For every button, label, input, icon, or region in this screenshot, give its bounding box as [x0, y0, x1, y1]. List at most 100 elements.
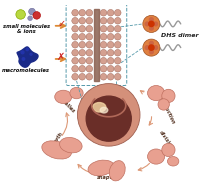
Circle shape	[100, 57, 107, 64]
Circle shape	[114, 50, 121, 56]
Ellipse shape	[148, 85, 165, 101]
Circle shape	[114, 9, 121, 16]
Ellipse shape	[109, 161, 125, 181]
Text: & ions: & ions	[17, 29, 36, 34]
Circle shape	[86, 41, 93, 48]
Circle shape	[72, 74, 78, 80]
Circle shape	[114, 57, 121, 64]
Circle shape	[77, 84, 140, 146]
Circle shape	[72, 65, 78, 72]
Polygon shape	[94, 9, 99, 81]
Circle shape	[107, 9, 114, 16]
Circle shape	[86, 50, 93, 56]
Circle shape	[114, 33, 121, 40]
Circle shape	[107, 17, 114, 24]
Circle shape	[79, 9, 85, 16]
Text: ✓: ✓	[57, 19, 66, 29]
Circle shape	[149, 21, 154, 27]
Circle shape	[72, 26, 78, 32]
Circle shape	[72, 33, 78, 40]
Circle shape	[149, 41, 153, 45]
Circle shape	[79, 17, 85, 24]
Circle shape	[107, 57, 114, 64]
Circle shape	[149, 18, 153, 22]
Ellipse shape	[55, 90, 72, 104]
Circle shape	[21, 51, 24, 54]
Circle shape	[72, 50, 78, 56]
Circle shape	[86, 33, 93, 40]
Circle shape	[28, 16, 32, 21]
Circle shape	[107, 41, 114, 48]
Circle shape	[86, 74, 93, 80]
Circle shape	[143, 15, 160, 33]
Circle shape	[145, 46, 149, 50]
Circle shape	[86, 65, 93, 72]
Text: DHS dimer: DHS dimer	[161, 33, 199, 38]
Circle shape	[86, 17, 93, 24]
Circle shape	[100, 74, 107, 80]
Text: micelles: micelles	[56, 94, 76, 114]
Ellipse shape	[162, 89, 175, 103]
Circle shape	[107, 74, 114, 80]
Circle shape	[100, 17, 107, 24]
Circle shape	[114, 65, 121, 72]
Circle shape	[86, 57, 93, 64]
Ellipse shape	[60, 137, 82, 153]
Circle shape	[100, 33, 107, 40]
Circle shape	[72, 41, 78, 48]
Text: macromolecules: macromolecules	[2, 68, 50, 74]
Text: small molecules: small molecules	[3, 24, 50, 29]
Circle shape	[114, 41, 121, 48]
Circle shape	[114, 74, 121, 80]
Circle shape	[107, 50, 114, 56]
Text: shape: shape	[98, 175, 114, 180]
Circle shape	[107, 33, 114, 40]
Circle shape	[79, 65, 85, 72]
Circle shape	[149, 26, 153, 30]
Circle shape	[145, 22, 149, 26]
Text: growth: growth	[49, 131, 64, 150]
Circle shape	[107, 65, 114, 72]
Circle shape	[26, 48, 28, 51]
Circle shape	[86, 26, 93, 32]
Circle shape	[143, 39, 160, 56]
Circle shape	[33, 12, 40, 19]
Circle shape	[149, 50, 153, 54]
Text: division: division	[158, 130, 175, 151]
Circle shape	[29, 8, 35, 15]
Circle shape	[100, 65, 107, 72]
Circle shape	[79, 41, 85, 48]
Circle shape	[16, 10, 25, 19]
Polygon shape	[17, 47, 38, 67]
Text: reproduction: reproduction	[156, 90, 176, 125]
Circle shape	[100, 26, 107, 32]
Text: ✗: ✗	[57, 52, 66, 62]
Circle shape	[100, 50, 107, 56]
Ellipse shape	[167, 156, 179, 166]
Ellipse shape	[88, 160, 114, 176]
Circle shape	[100, 9, 107, 16]
Circle shape	[149, 45, 154, 50]
Circle shape	[154, 46, 158, 50]
Circle shape	[72, 17, 78, 24]
Circle shape	[79, 26, 85, 32]
Circle shape	[79, 50, 85, 56]
Circle shape	[79, 33, 85, 40]
Circle shape	[72, 9, 78, 16]
Circle shape	[30, 53, 32, 55]
Ellipse shape	[93, 103, 106, 112]
Ellipse shape	[70, 87, 83, 99]
Circle shape	[86, 96, 131, 141]
Circle shape	[114, 17, 121, 24]
Circle shape	[79, 74, 85, 80]
Circle shape	[114, 26, 121, 32]
Circle shape	[154, 22, 158, 26]
Ellipse shape	[42, 141, 71, 159]
Ellipse shape	[158, 99, 169, 110]
Circle shape	[72, 57, 78, 64]
Circle shape	[86, 9, 93, 16]
Circle shape	[22, 58, 25, 60]
Ellipse shape	[100, 107, 108, 113]
Circle shape	[100, 41, 107, 48]
Circle shape	[107, 26, 114, 32]
